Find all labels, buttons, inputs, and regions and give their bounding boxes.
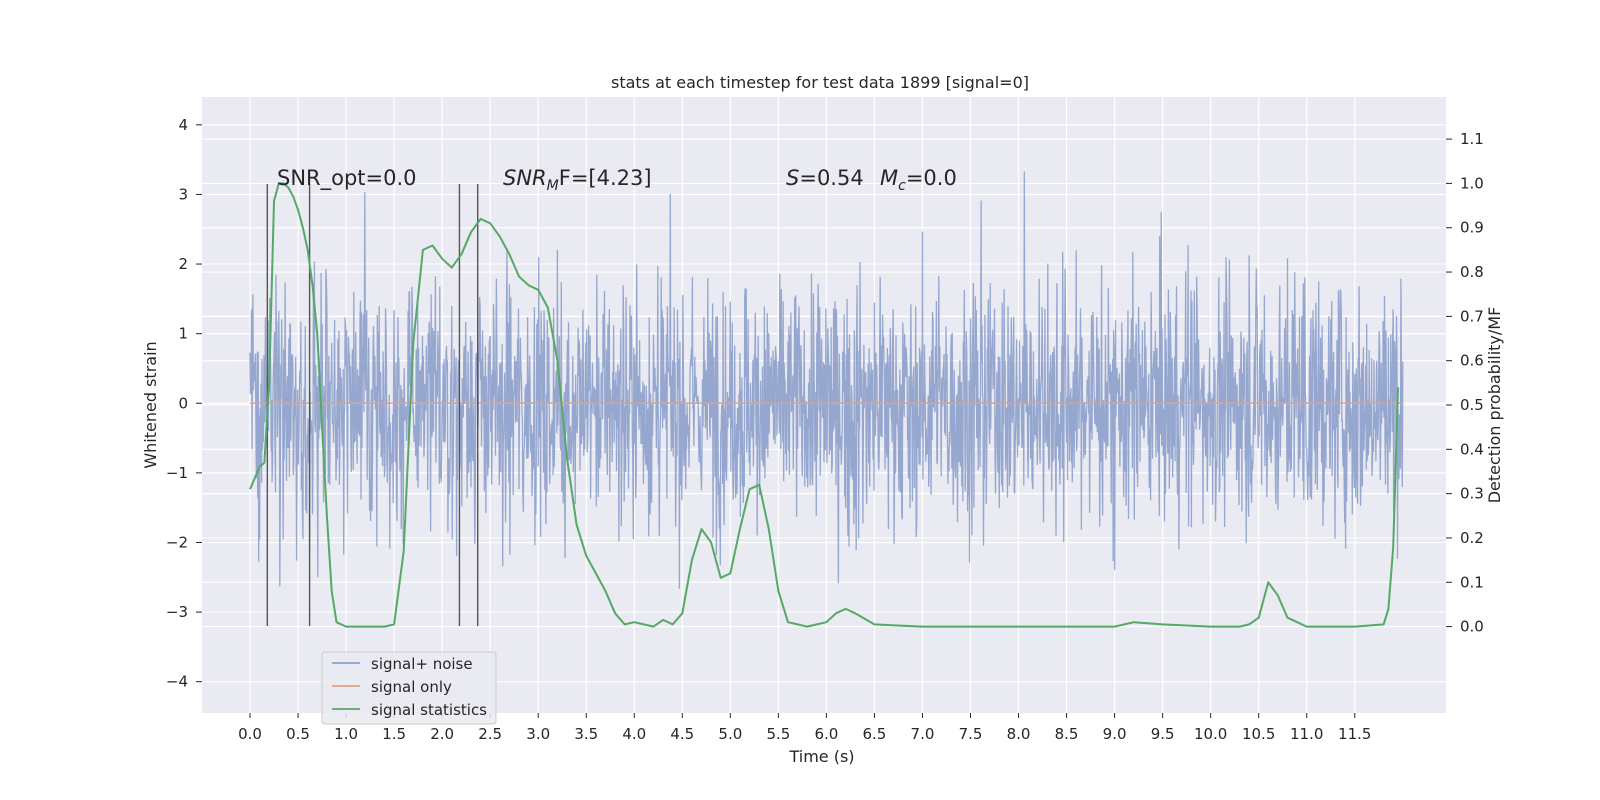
signal-statistics-line	[249, 182, 1399, 628]
x-tick-label: 9.0	[1103, 725, 1127, 743]
x-tick-label: 11.5	[1338, 725, 1371, 743]
x-tick-label: 1.5	[382, 725, 406, 743]
x-tick-label: 5.0	[718, 725, 742, 743]
x-tick-label: 9.5	[1151, 725, 1175, 743]
x-tick-label: 0.5	[286, 725, 310, 743]
annotation-snr-mf: SNRMF=[4.23]	[503, 166, 652, 194]
y-tick-label: 3	[178, 185, 188, 203]
y-right-tick-label: 0.0	[1460, 618, 1484, 636]
annotation-s-value: =0.54	[799, 166, 863, 190]
x-tick-label: 10.0	[1194, 725, 1227, 743]
axis-ticks: 0.0 0.5 1.0 1.5 2.0 2.5 3.0 3.5 4.0 4.5 5.0 5.5 6.0 6…	[166, 116, 1484, 743]
x-tick-label: 3.5	[574, 725, 598, 743]
legend: signal+ noise signal only signal statist…	[321, 651, 497, 725]
y-tick-label: −1	[166, 464, 188, 482]
x-tick-label: 0.0	[238, 725, 262, 743]
y-axis-right-label: Detection probability/MF	[1485, 307, 1504, 504]
x-tick-label: 11.0	[1290, 725, 1323, 743]
x-tick-label: 4.0	[622, 725, 646, 743]
legend-label-signal-statistics: signal statistics	[371, 701, 487, 719]
annotation-mc-sub: c	[898, 178, 906, 194]
series-signal-plus-noise	[249, 171, 1404, 589]
x-tick-label: 2.5	[478, 725, 502, 743]
chart-title: stats at each timestep for test data 189…	[611, 73, 1029, 92]
y-right-tick-label: 0.3	[1460, 485, 1484, 503]
y-right-tick-label: 0.4	[1460, 440, 1484, 458]
y-right-tick-label: 0.9	[1460, 219, 1484, 237]
x-axis-label: Time (s)	[788, 747, 854, 766]
signal-plus-noise-line	[249, 171, 1404, 589]
x-tick-label: 8.0	[1007, 725, 1031, 743]
annotation-mc-base: M	[880, 166, 898, 190]
x-tick-label: 5.5	[766, 725, 790, 743]
annotation-mc-value: =0.0	[906, 166, 957, 190]
y-right-tick-label: 0.7	[1460, 307, 1484, 325]
annotation-s-label: S	[786, 166, 799, 190]
annotation-snr-mf-sub: M	[547, 178, 559, 194]
x-tick-label: 6.0	[814, 725, 838, 743]
y-right-tick-label: 0.1	[1460, 573, 1484, 591]
x-tick-label: 7.0	[911, 725, 935, 743]
y-tick-label: 2	[178, 255, 188, 273]
y-right-tick-label: 0.2	[1460, 529, 1484, 547]
x-tick-label: 4.5	[670, 725, 694, 743]
annotation-snr-opt: SNR_opt=0.0	[277, 166, 417, 191]
x-tick-label: 1.0	[334, 725, 358, 743]
legend-box	[321, 651, 497, 725]
y-tick-label: 4	[178, 116, 188, 134]
y-right-tick-label: 1.1	[1460, 130, 1484, 148]
y-tick-label: −3	[166, 603, 188, 621]
x-tick-label: 6.5	[863, 725, 887, 743]
x-tick-label: 2.0	[430, 725, 454, 743]
y-tick-label: 0	[178, 394, 188, 412]
legend-label-signal-only: signal only	[371, 678, 452, 696]
y-tick-label: −2	[166, 533, 188, 551]
y-tick-label: 1	[178, 325, 188, 343]
legend-label-signal-plus-noise: signal+ noise	[371, 655, 473, 673]
x-tick-label: 8.5	[1055, 725, 1079, 743]
x-tick-label: 7.5	[959, 725, 983, 743]
y-axis-label: Whitened strain	[141, 341, 160, 468]
series-signal-statistics	[249, 182, 1399, 628]
y-right-tick-label: 0.5	[1460, 396, 1484, 414]
y-right-tick-label: 0.8	[1460, 263, 1484, 281]
annotation-snr-mf-base: SNR	[503, 166, 547, 190]
y-tick-label: −4	[166, 673, 188, 691]
annotation-mc: Mc=0.0	[880, 166, 957, 194]
annotation-s: S=0.54	[786, 166, 864, 190]
annotation-snr-mf-rest: F=[4.23]	[559, 166, 652, 190]
x-tick-label: 10.5	[1242, 725, 1275, 743]
y-right-tick-label: 0.6	[1460, 352, 1484, 370]
x-tick-label: 3.0	[526, 725, 550, 743]
y-right-tick-label: 1.0	[1460, 174, 1484, 192]
